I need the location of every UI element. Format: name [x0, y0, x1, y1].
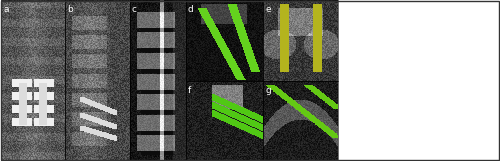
Text: b: b — [67, 5, 73, 14]
Text: e: e — [265, 5, 270, 14]
Bar — [130, 0, 186, 161]
Text: a: a — [3, 5, 8, 14]
Bar — [263, 0, 338, 81]
Text: d: d — [188, 5, 194, 14]
Bar — [65, 0, 130, 161]
Text: c: c — [132, 5, 137, 14]
Bar — [186, 81, 263, 161]
Bar — [1, 0, 65, 161]
Bar — [340, 0, 500, 161]
Text: g: g — [265, 86, 271, 95]
Bar — [186, 0, 263, 81]
Text: f: f — [188, 86, 191, 95]
Bar — [263, 81, 338, 161]
